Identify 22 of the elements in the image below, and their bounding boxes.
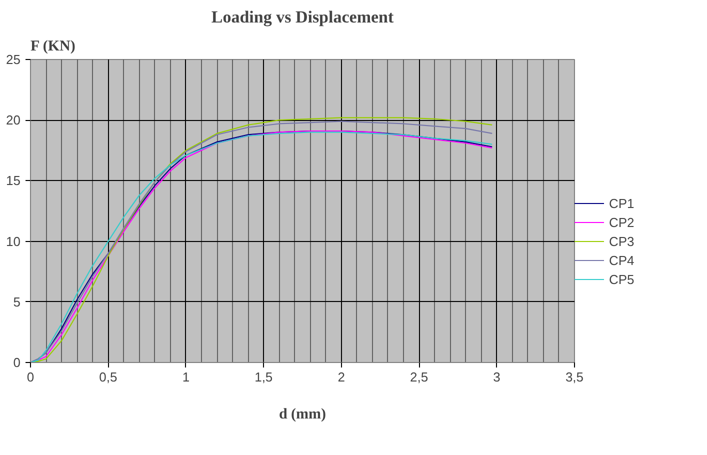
x-tick-label: 3,5 bbox=[565, 370, 584, 384]
x-tick-label: 1,5 bbox=[254, 370, 273, 384]
x-tick-label: 3 bbox=[493, 370, 500, 384]
y-tick-label: 10 bbox=[6, 234, 21, 249]
y-tick-label: 0 bbox=[13, 355, 21, 370]
x-tick-label: 2 bbox=[338, 370, 345, 384]
x-tick-label: 0,5 bbox=[99, 370, 118, 384]
legend-label: CP1 bbox=[609, 195, 634, 211]
x-tick-label: 0 bbox=[26, 370, 34, 384]
chart-title: Loading vs Displacement bbox=[211, 8, 394, 26]
legend-label: CP4 bbox=[609, 252, 634, 268]
y-tick-label: 5 bbox=[13, 294, 21, 310]
y-tick-label: 20 bbox=[6, 112, 21, 128]
legend-label: CP2 bbox=[609, 214, 634, 230]
x-tick-label: 2,5 bbox=[410, 370, 428, 384]
x-tick-label: 1 bbox=[182, 370, 190, 384]
y-axis-title: F (KN) bbox=[30, 38, 76, 54]
y-tick-label: 25 bbox=[6, 52, 21, 67]
y-tick-label: 15 bbox=[6, 173, 21, 188]
x-axis-title: d (mm) bbox=[278, 406, 326, 422]
legend-label: CP5 bbox=[609, 271, 634, 287]
legend-label: CP3 bbox=[609, 233, 634, 249]
